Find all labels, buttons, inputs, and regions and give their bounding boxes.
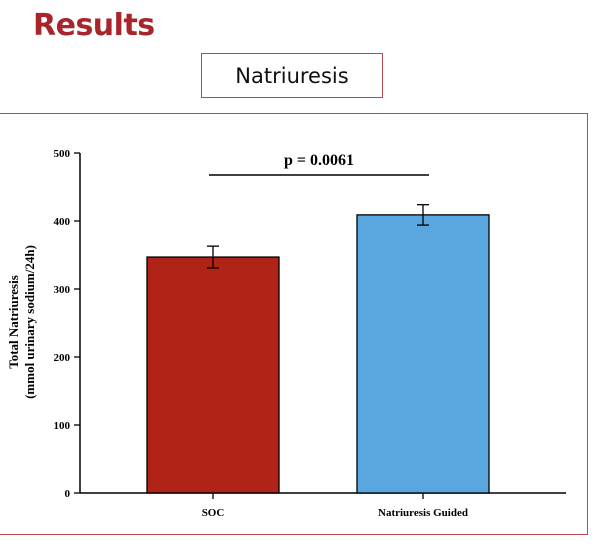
bar-1 (356, 214, 490, 494)
subtitle-text: Natriuresis (235, 63, 349, 88)
y-tick-label-200: 200 (54, 352, 71, 364)
y-tick-label-100: 100 (54, 420, 71, 432)
slide-title: Results (33, 8, 155, 43)
p-value-annotation: p = 0.0061 (284, 152, 354, 169)
x-tick-label-1: Natriuresis Guided (378, 507, 468, 519)
bar-0 (146, 256, 280, 494)
subtitle-box: Natriuresis (201, 53, 383, 98)
y-tick-label-400: 400 (54, 216, 71, 228)
x-tick-label-0: SOC (202, 507, 225, 519)
y-tick-label-500: 500 (54, 148, 71, 160)
chart-frame (0, 113, 588, 535)
y-tick-label-300: 300 (54, 284, 71, 296)
y-axis-label-line1: Total Natriuresis (6, 275, 21, 369)
y-axis-label: Total Natriuresis (mmol urinary sodium/2… (6, 245, 37, 399)
y-tick-label-0: 0 (65, 488, 71, 500)
y-axis-label-line2: (mmol urinary sodium/24h) (22, 245, 37, 399)
